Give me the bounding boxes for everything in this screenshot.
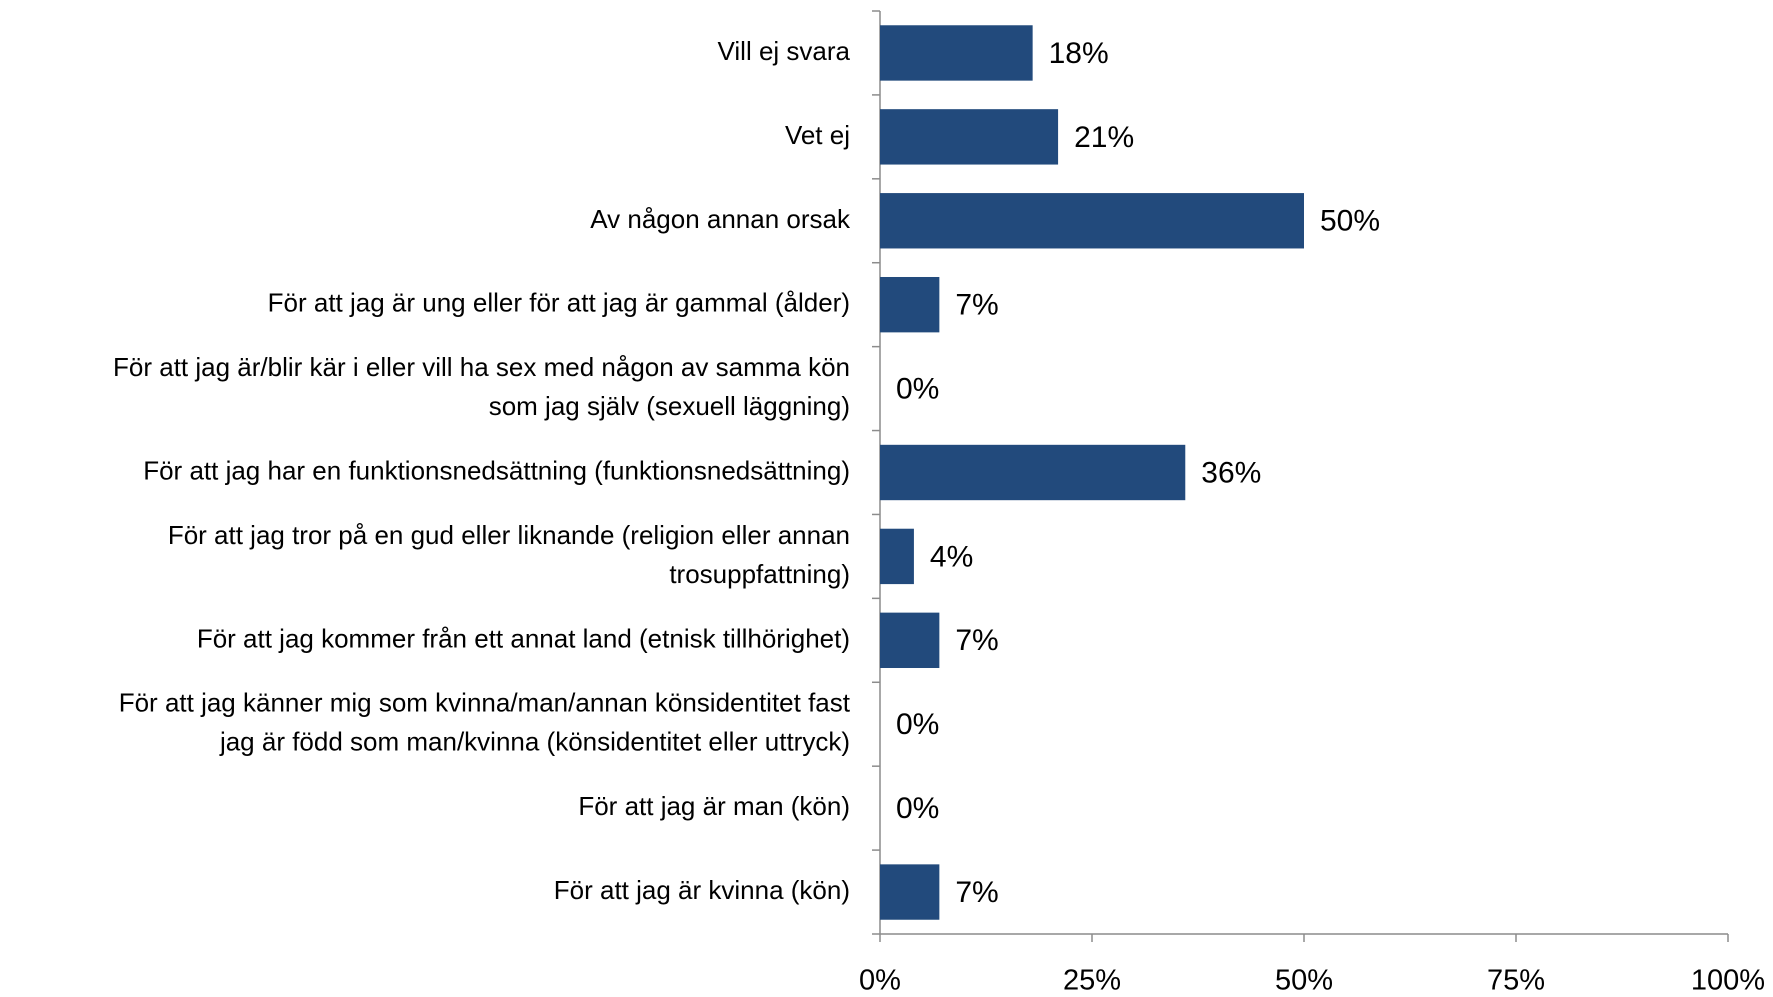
bar	[880, 444, 1186, 501]
bar	[880, 528, 914, 585]
value-label: 7%	[955, 876, 998, 909]
category-label: Vet ej	[785, 120, 850, 150]
value-label: 21%	[1074, 121, 1134, 154]
category-label: För att jag är ung eller för att jag är …	[268, 288, 850, 318]
x-tick-label: 25%	[1063, 965, 1121, 997]
value-label: 7%	[955, 624, 998, 657]
category-label: För att jag tror på en gud eller liknand…	[168, 520, 850, 589]
x-tick-label: 75%	[1487, 965, 1545, 997]
value-label: 18%	[1049, 37, 1109, 70]
category-label: För att jag är/blir kär i eller vill ha …	[113, 352, 850, 421]
x-tick-label: 0%	[859, 965, 901, 997]
value-label: 4%	[930, 540, 973, 573]
x-tick-label: 50%	[1275, 965, 1333, 997]
category-label: För att jag kommer från ett annat land (…	[197, 623, 850, 653]
category-label: För att jag känner mig som kvinna/man/an…	[119, 688, 851, 757]
bar	[880, 109, 1059, 165]
x-tick-label: 100%	[1691, 965, 1765, 997]
bar	[880, 193, 1304, 249]
category-label: För att jag är kvinna (kön)	[554, 875, 850, 905]
category-label: Vill ej svara	[718, 36, 851, 66]
value-label: 0%	[896, 373, 939, 406]
category-label: Av någon annan orsak	[590, 204, 851, 234]
value-label: 7%	[955, 289, 998, 322]
value-label: 50%	[1320, 205, 1380, 238]
bar	[880, 864, 940, 920]
bar	[880, 276, 940, 333]
category-label: För att jag har en funktionsnedsättning …	[143, 455, 850, 485]
value-label: 36%	[1201, 456, 1261, 489]
bar	[880, 612, 940, 669]
value-label: 0%	[896, 708, 939, 741]
category-label: För att jag är man (kön)	[578, 791, 850, 821]
bar	[880, 25, 1033, 81]
value-label: 0%	[896, 792, 939, 825]
